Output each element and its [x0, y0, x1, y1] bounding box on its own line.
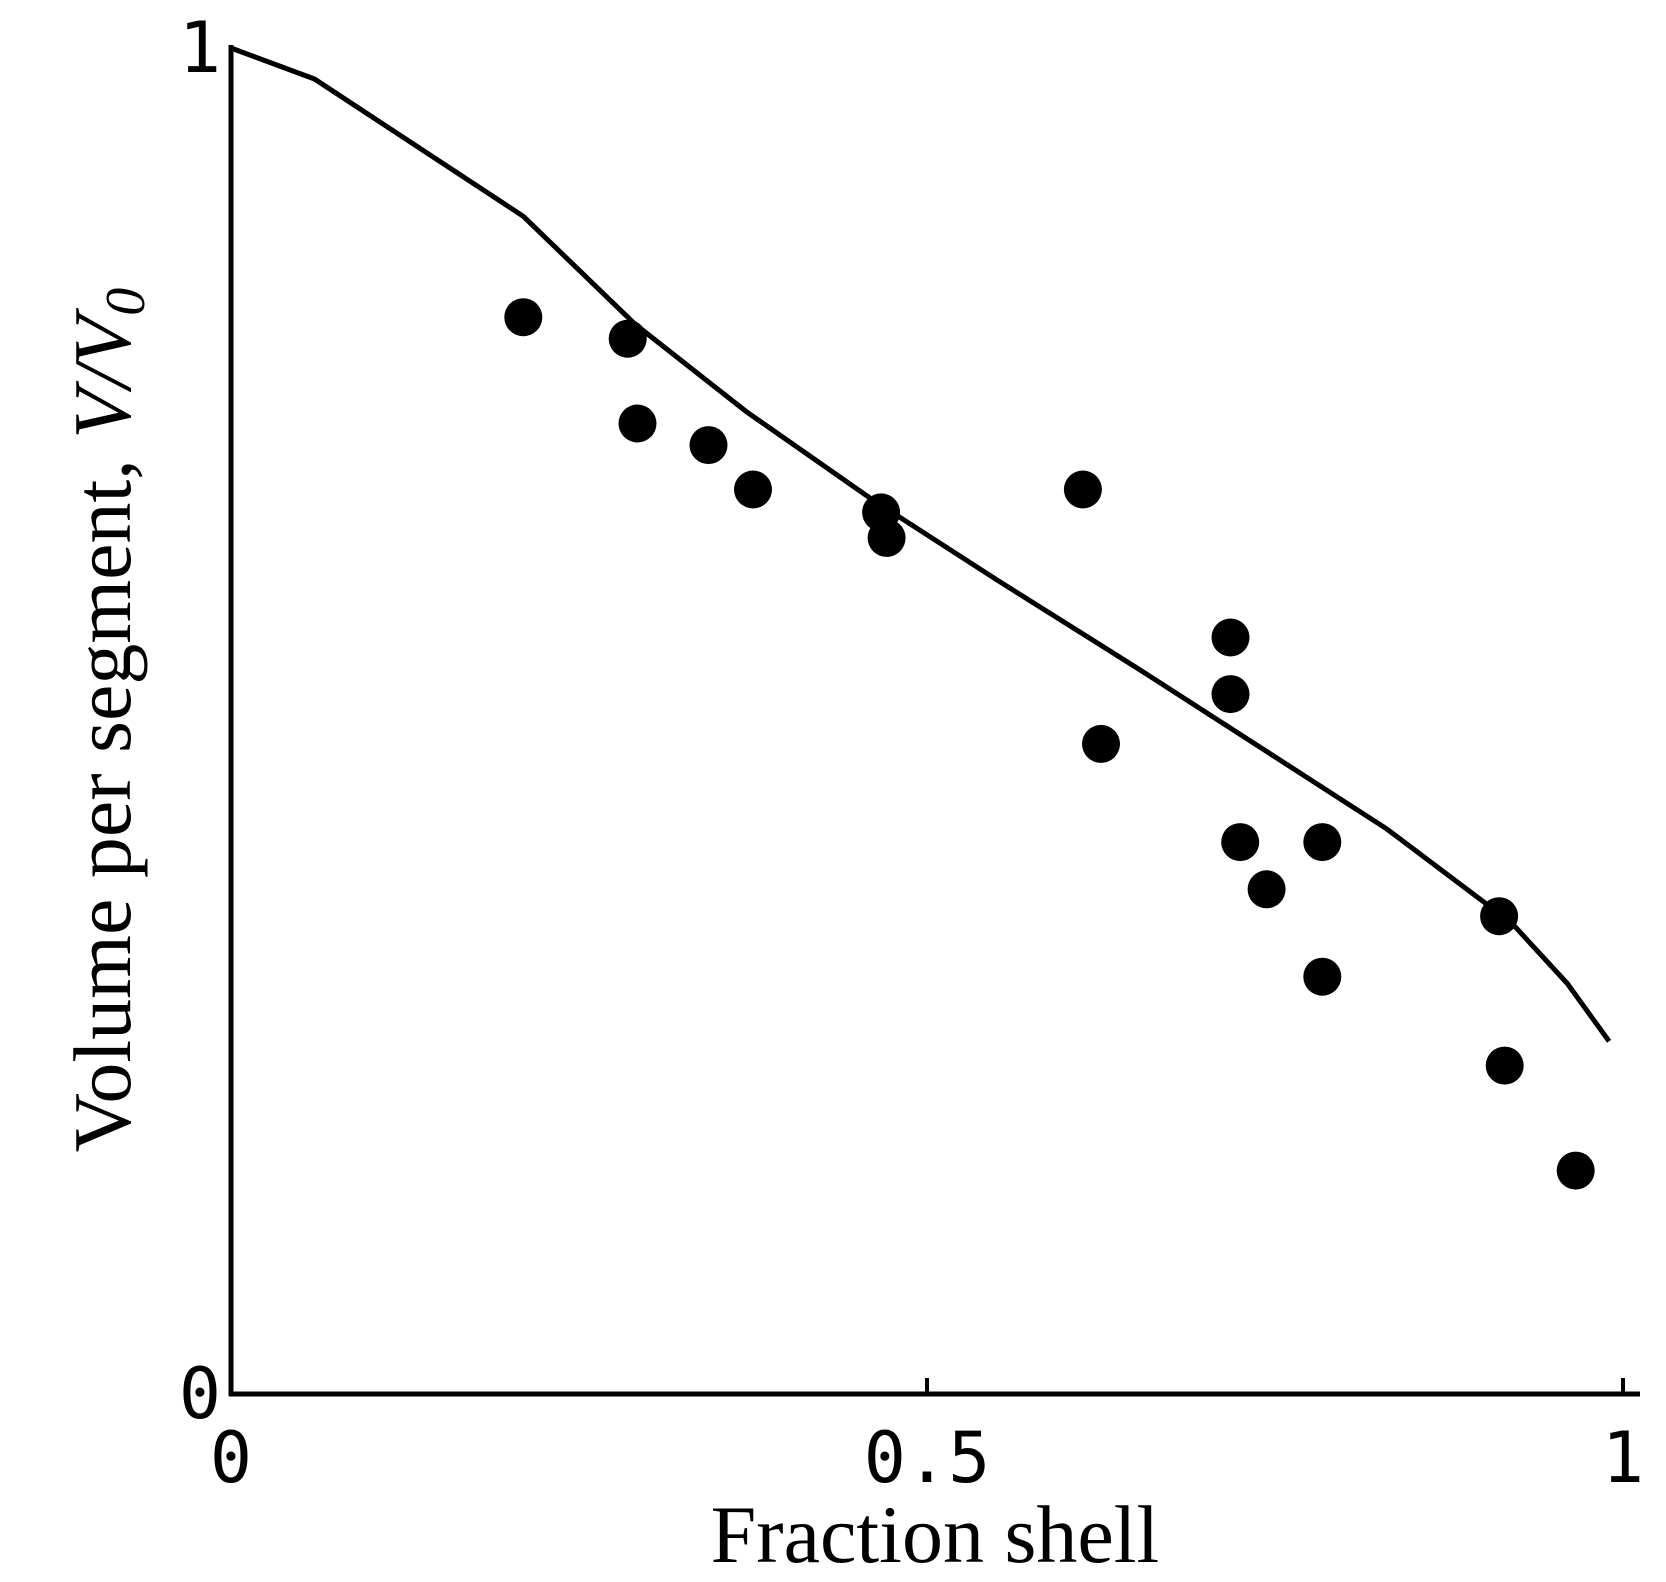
data-point-11: [1221, 823, 1260, 862]
x-tick-label-0: 0: [210, 1417, 252, 1499]
data-point-7: [1063, 470, 1102, 509]
y-tick-label-0: 0: [179, 1353, 221, 1435]
data-point-0: [504, 298, 543, 337]
data-point-4: [734, 470, 772, 509]
x-axis-title: Fraction shell: [711, 1489, 1160, 1580]
data-point-13: [1303, 823, 1342, 862]
ticks: [925, 1378, 1625, 1394]
y-tick-label-1: 1: [179, 7, 221, 89]
data-point-15: [1480, 897, 1519, 936]
series-line-model: [230, 45, 1612, 1043]
x-tick-label-2: 1: [1602, 1417, 1644, 1499]
data-point-6: [867, 518, 906, 557]
data-point-10: [1211, 675, 1250, 714]
axes: [228, 45, 1640, 1397]
data-point-8: [1082, 724, 1120, 763]
data-point-3: [689, 426, 728, 465]
data-point-12: [1247, 870, 1286, 909]
data-point-14: [1303, 957, 1342, 996]
x-tick-label-1: 0.5: [864, 1417, 990, 1499]
y-axis-title: Volume per segment, V/V0: [57, 288, 157, 1153]
series-layer: [230, 45, 1612, 1190]
y-axis-title-subscript: 0: [95, 288, 157, 316]
y-axis-title-text: Volume per segment,: [57, 439, 148, 1153]
data-point-17: [1556, 1151, 1595, 1190]
tick-labels: 0 0.5 1 0 1: [179, 7, 1644, 1499]
data-point-2: [618, 404, 657, 443]
y-axis-title-variable: V/V: [57, 308, 148, 439]
data-point-16: [1485, 1046, 1524, 1085]
data-point-9: [1211, 618, 1250, 657]
data-point-1: [608, 319, 647, 358]
